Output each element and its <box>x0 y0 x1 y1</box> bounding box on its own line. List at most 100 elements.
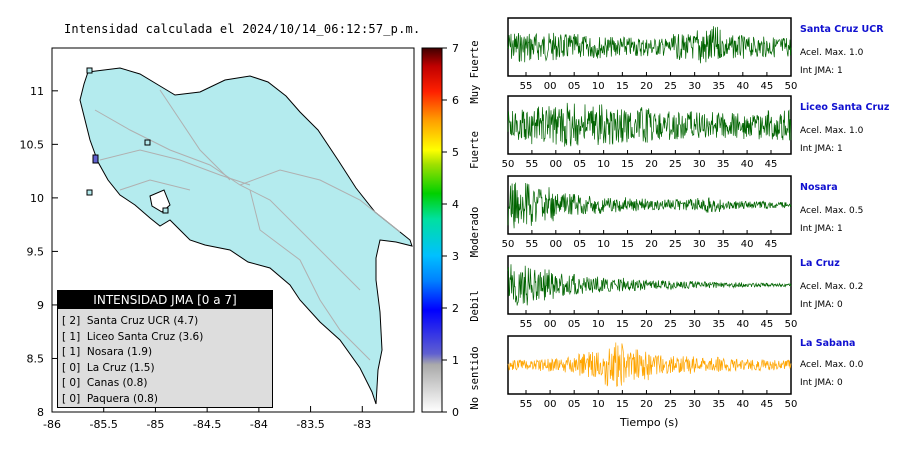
waveform-trace <box>507 182 792 229</box>
colorbar-axes: 0 1 2 3 4 5 6 7 No sentido Debil Moderado Fuerte Muy… <box>442 40 481 419</box>
waveform-tick-label: 30 <box>688 319 701 330</box>
waveform-trace <box>507 264 792 306</box>
waveform-tick-label: 15 <box>616 319 629 330</box>
map-axes: -86 -85.5 -85 -84.5 -84 -83.5 -83 8 8.5 9 9.5 10 10.… <box>20 85 372 431</box>
waveform-tick-label: 15 <box>621 159 634 170</box>
map-lat-tick-label: 9 <box>37 299 44 312</box>
station-marker-paquera <box>162 207 169 214</box>
station-markers <box>86 67 169 214</box>
colorbar-tick-label: 2 <box>452 302 459 315</box>
station-int: Int JMA: 1 <box>800 224 843 234</box>
station-name: La Cruz <box>800 258 840 269</box>
legend-row: [ 1] Nosara (1.9) <box>62 346 153 358</box>
waveform-tick-label: 45 <box>761 399 774 410</box>
station-int: Int JMA: 1 <box>800 66 843 76</box>
station-int: Int JMA: 1 <box>800 144 843 154</box>
waveform-tick-label: 50 <box>785 399 798 410</box>
colorbar-tick-label: 5 <box>452 146 459 159</box>
colorbar-category-label: Fuerte <box>469 131 481 169</box>
waveform-tick-label: 35 <box>712 81 725 92</box>
station-marker-nosara <box>86 189 93 196</box>
legend-row: [ 2] Santa Cruz UCR (4.7) <box>62 315 199 327</box>
station-name: Nosara <box>800 182 838 193</box>
colorbar-category-label: No sentido <box>469 346 481 409</box>
map-lat-tick-label: 11 <box>30 85 44 98</box>
map-lat-tick-label: 10 <box>30 192 44 205</box>
waveform-panel: 50 55 00 05 10 15 20 25 30 35 40 45 <box>502 95 792 170</box>
waveform-tick-label: 05 <box>568 319 581 330</box>
waveform-tick-label: 30 <box>688 81 701 92</box>
waveform-tick-label: 40 <box>736 319 749 330</box>
map-lat-tick-label: 8.5 <box>27 352 45 365</box>
station-acel: Acel. Max. 1.0 <box>800 48 864 58</box>
station-acel: Acel. Max. 1.0 <box>800 126 864 136</box>
waveform-tick-label: 10 <box>597 239 610 250</box>
legend-row: [ 0] La Cruz (1.5) <box>62 361 155 374</box>
waveform-tick-label: 05 <box>568 81 581 92</box>
waveform-tick-label: 45 <box>761 81 774 92</box>
colorbar <box>421 47 443 413</box>
waveform-tick-label: 35 <box>712 399 725 410</box>
waveform-tick-label: 15 <box>621 239 634 250</box>
colorbar-tick-label: 6 <box>452 94 459 107</box>
colorbar-category-label: Debil <box>469 290 481 322</box>
map-title: Intensidad calculada el 2024/10/14_06:12… <box>64 22 421 36</box>
waveform-tick-label: 55 <box>520 319 533 330</box>
waveform-tick-label: 30 <box>688 399 701 410</box>
station-marker-liceo <box>144 139 151 146</box>
waveform-tick-label: 10 <box>597 159 610 170</box>
waveform-tick-label: 25 <box>669 159 682 170</box>
waveform-tick-label: 55 <box>526 239 539 250</box>
road-network <box>94 89 401 361</box>
waveform-tick-label: 30 <box>693 159 706 170</box>
waveform-tick-label: 50 <box>502 159 515 170</box>
map-lon-tick-label: -86 <box>43 418 61 431</box>
waveform-tick-label: 30 <box>693 239 706 250</box>
map-lat-tick-label: 8 <box>37 406 44 419</box>
colorbar-tick-label: 7 <box>452 42 459 55</box>
waveform-tick-label: 15 <box>616 399 629 410</box>
colorbar-category-label: Moderado <box>469 207 481 258</box>
waveform-tick-label: 25 <box>664 81 677 92</box>
waveform-tick-label: 35 <box>717 239 730 250</box>
colorbar-tick-label: 0 <box>452 406 459 419</box>
waveform-tick-label: 35 <box>717 159 730 170</box>
waveform-tick-label: 20 <box>640 319 653 330</box>
legend-header: INTENSIDAD JMA [0 a 7] <box>58 291 272 309</box>
legend-row: [ 0] Canas (0.8) <box>62 377 148 389</box>
waveform-tick-label: 40 <box>736 399 749 410</box>
waveform-tick-label: 15 <box>616 81 629 92</box>
waveform-tick-label: 45 <box>765 239 778 250</box>
waveform-tick-label: 55 <box>526 159 539 170</box>
station-name: Santa Cruz UCR <box>800 24 884 35</box>
waveform-tick-label: 20 <box>640 399 653 410</box>
waveform-tick-label: 50 <box>785 81 798 92</box>
waveform-tick-label: 20 <box>645 159 658 170</box>
waveform-tick-label: 25 <box>664 319 677 330</box>
waveform-tick-label: 05 <box>573 239 586 250</box>
waveform-x-axis-label: Tiempo (s) <box>620 416 679 429</box>
map-lon-tick-label: -84.5 <box>193 418 221 431</box>
colorbar-category-label: Muy Fuerte <box>469 40 481 103</box>
waveform-tick-label: 40 <box>741 159 754 170</box>
colorbar-tick-label: 4 <box>452 198 459 211</box>
waveform-tick-label: 20 <box>645 239 658 250</box>
waveform-tick-label: 45 <box>761 319 774 330</box>
waveform-tick-label: 05 <box>568 399 581 410</box>
map-lat-tick-label: 9.5 <box>27 245 45 258</box>
waveform-tick-label: 00 <box>544 319 557 330</box>
station-acel: Acel. Max. 0.5 <box>800 206 864 216</box>
waveform-tick-label: 25 <box>664 399 677 410</box>
waveform-tick-label: 25 <box>669 239 682 250</box>
waveform-tick-label: 45 <box>765 159 778 170</box>
waveform-panel: 55 00 05 10 15 20 25 30 35 40 45 50 <box>507 255 798 330</box>
waveform-trace <box>507 342 792 387</box>
station-marker-santa-cruz-ucr <box>92 154 99 164</box>
waveform-tick-label: 10 <box>592 399 605 410</box>
legend-row: [ 0] Paquera (0.8) <box>62 392 158 405</box>
waveform-trace <box>507 102 792 147</box>
waveform-panel: 50 55 00 05 10 15 20 25 30 35 40 45 <box>502 175 792 250</box>
waveform-tick-label: 50 <box>785 319 798 330</box>
colorbar-tick-label: 3 <box>452 250 459 263</box>
